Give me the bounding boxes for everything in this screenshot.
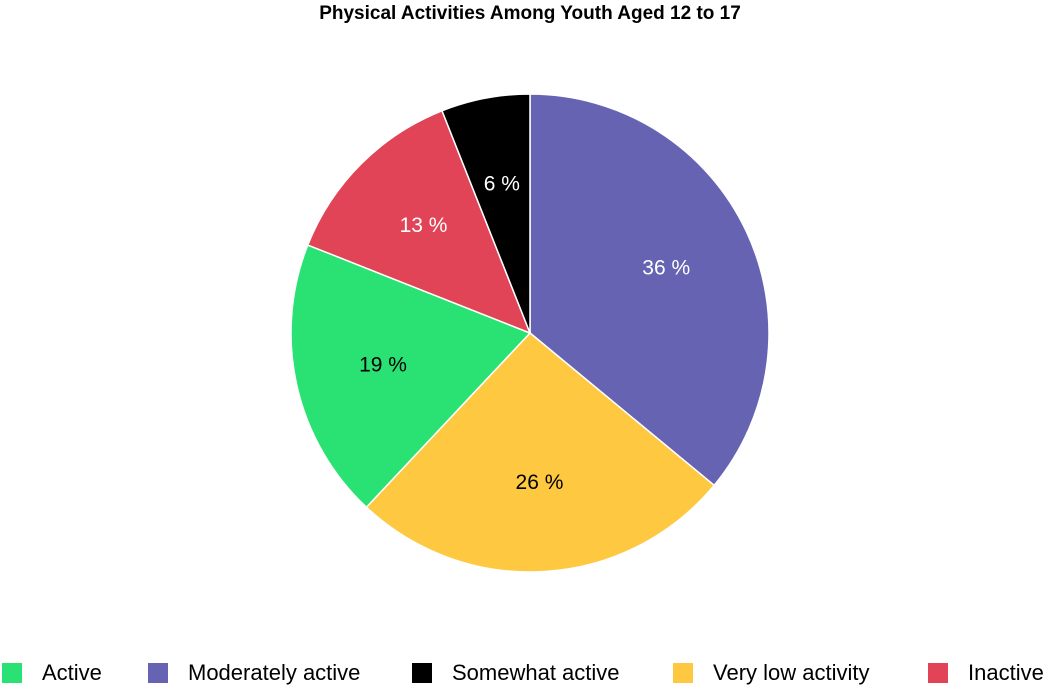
- data-label: 13 %: [400, 214, 448, 237]
- legend-swatch: [928, 663, 948, 683]
- pie-slice: [306, 109, 532, 335]
- pie-slice: [290, 244, 532, 509]
- legend-swatch: [148, 663, 168, 683]
- legend-label: Active: [42, 660, 102, 685]
- legend-swatch: [673, 663, 693, 683]
- legend-label: Very low activity: [713, 660, 870, 685]
- data-label: 6 %: [484, 173, 520, 196]
- legend-swatch: [412, 663, 432, 683]
- pie-slice: [529, 93, 770, 487]
- legend-label: Inactive: [968, 660, 1044, 685]
- legend-label: Somewhat active: [452, 660, 620, 685]
- data-label: 36 %: [642, 256, 690, 279]
- data-label: 26 %: [516, 471, 564, 494]
- pie-slice: [441, 93, 531, 334]
- legend-swatch: [2, 663, 22, 683]
- legend-label: Moderately active: [188, 660, 360, 685]
- pie-slice: [365, 331, 716, 573]
- data-label: 19 %: [359, 353, 407, 376]
- chart-title: Physical Activities Among Youth Aged 12 …: [319, 3, 741, 24]
